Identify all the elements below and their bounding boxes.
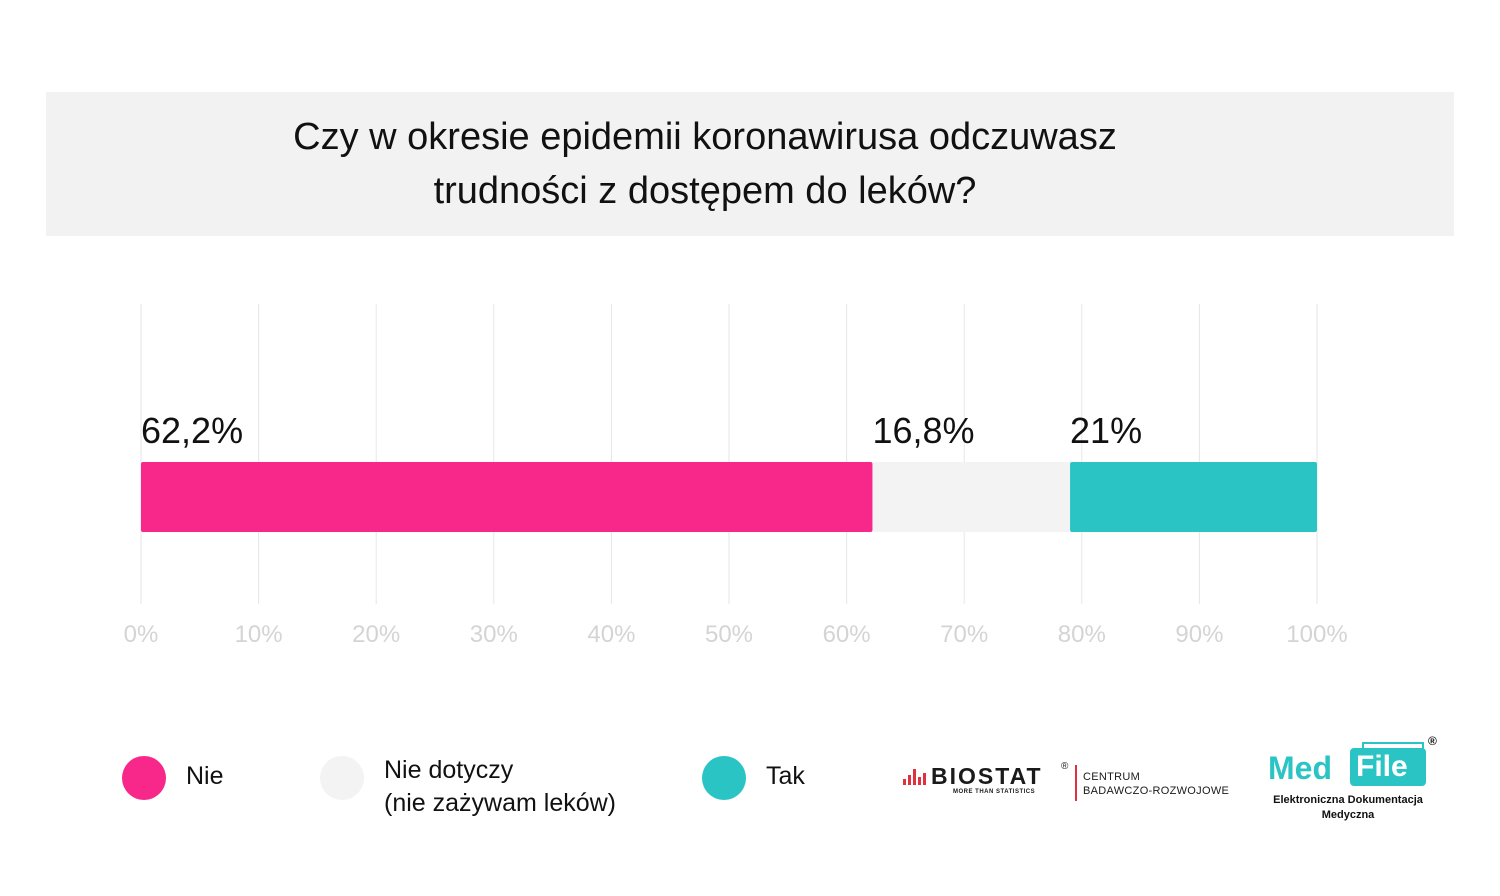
x-tick-label: 0% bbox=[124, 621, 159, 648]
x-tick-label: 10% bbox=[235, 621, 283, 648]
medfile-file-text: File bbox=[1356, 750, 1408, 783]
x-tick-label: 60% bbox=[823, 621, 871, 648]
legend-swatch-tak bbox=[702, 756, 746, 800]
biostat-registered: ® bbox=[1061, 761, 1069, 772]
x-tick-label: 90% bbox=[1175, 621, 1223, 648]
x-tick-label: 70% bbox=[940, 621, 988, 648]
bar-segment bbox=[1070, 462, 1317, 532]
medfile-folder-icon bbox=[1350, 748, 1426, 786]
data-label: 21% bbox=[1070, 410, 1142, 451]
x-tick-label: 20% bbox=[352, 621, 400, 648]
biostat-logo: BIOSTAT ® MORE THAN STATISTICS CENTRUM B… bbox=[903, 761, 1233, 805]
biostat-badawczo: BADAWCZO-ROZWOJOWE bbox=[1083, 785, 1230, 797]
legend-label-nie: Nie bbox=[186, 762, 224, 790]
medfile-med-text: Med bbox=[1268, 750, 1332, 786]
x-tick-label: 30% bbox=[470, 621, 518, 648]
biostat-centrum: CENTRUM bbox=[1083, 771, 1141, 783]
legend-item-nie-dotyczy: Nie dotyczy (nie zażywam leków) bbox=[320, 756, 616, 820]
bar-segment bbox=[872, 462, 1071, 532]
stacked-bar-chart: 0% 10% 20% 30% 40% 50% 60% 70% 80% 90% 100% 62,2% 16… bbox=[124, 304, 1348, 648]
medfile-subtitle-2: Medyczna bbox=[1321, 809, 1375, 821]
legend-label-nie-dotyczy: Nie dotyczy (nie zażywam leków) bbox=[384, 756, 617, 817]
biostat-divider bbox=[1075, 765, 1077, 801]
title-box: Czy w okresie epidemii koronawirusa odcz… bbox=[46, 92, 1454, 236]
legend-swatch-nie bbox=[122, 756, 166, 800]
chart-title-line-1: Czy w okresie epidemii koronawirusa odcz… bbox=[293, 116, 1117, 158]
biostat-wordmark: BIOSTAT bbox=[931, 763, 1043, 789]
chart-title-line-2: trudności z dostępem do leków? bbox=[433, 170, 977, 212]
data-label: 62,2% bbox=[141, 410, 243, 451]
biostat-tagline: MORE THAN STATISTICS bbox=[953, 789, 1036, 795]
legend-item-nie: Nie bbox=[122, 756, 224, 800]
legend-item-tak: Tak bbox=[702, 756, 805, 800]
legend-label-tak: Tak bbox=[766, 762, 805, 790]
bar-segment bbox=[141, 462, 873, 532]
medfile-registered: ® bbox=[1428, 734, 1437, 748]
data-label: 16,8% bbox=[872, 410, 974, 451]
x-tick-label: 80% bbox=[1058, 621, 1106, 648]
biostat-bars-icon bbox=[903, 769, 928, 785]
x-tick-label: 100% bbox=[1286, 621, 1347, 648]
x-tick-label: 40% bbox=[587, 621, 635, 648]
legend-swatch-nie-dotyczy bbox=[320, 756, 364, 800]
x-tick-label: 50% bbox=[705, 621, 753, 648]
medfile-subtitle-1: Elektroniczna Dokumentacja bbox=[1273, 794, 1423, 806]
medfile-logo: Med File ® Elektroniczna Dokumentacja Me… bbox=[1262, 734, 1452, 824]
